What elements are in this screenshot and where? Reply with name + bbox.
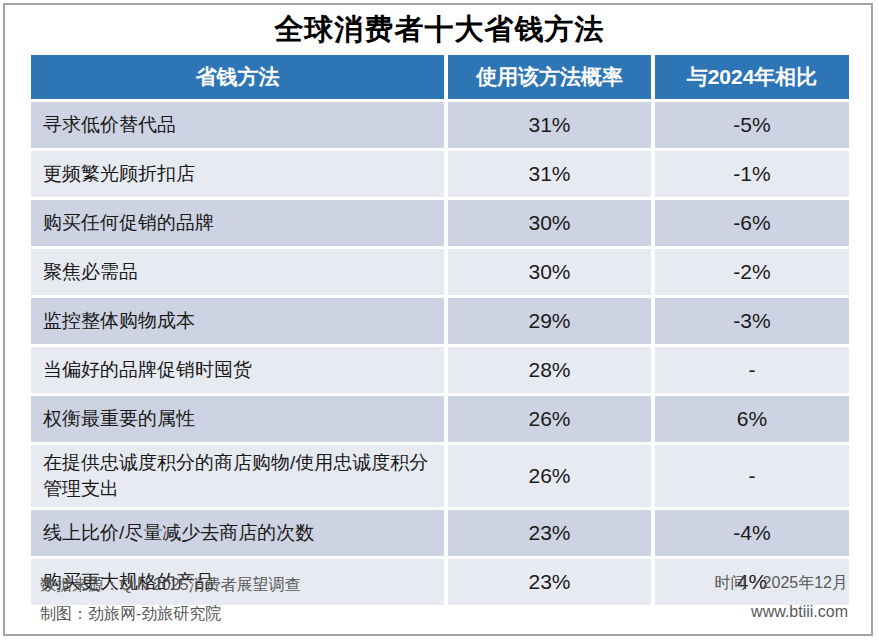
website-text: www.btiii.com bbox=[715, 597, 848, 626]
column-header-vs2024: 与2024年相比 bbox=[655, 55, 849, 99]
vs2024-cell: - bbox=[655, 445, 849, 507]
probability-cell: 26% bbox=[448, 396, 651, 442]
table-row: 线上比价/尽量减少去商店的次数 23% -4% bbox=[31, 510, 849, 556]
data-source-text: 数据来源：QIN 2025消费者展望调查 bbox=[40, 570, 300, 599]
vs2024-cell: -2% bbox=[655, 249, 849, 295]
probability-cell: 30% bbox=[448, 249, 651, 295]
time-text: 时间：2025年12月 bbox=[715, 568, 848, 597]
table-row: 权衡最重要的属性 26% 6% bbox=[31, 396, 849, 442]
vs2024-cell: 6% bbox=[655, 396, 849, 442]
table-row: 当偏好的品牌促销时囤货 28% - bbox=[31, 347, 849, 393]
vs2024-cell: -5% bbox=[655, 102, 849, 148]
probability-cell: 31% bbox=[448, 102, 651, 148]
column-header-method: 省钱方法 bbox=[31, 55, 444, 99]
footer-meta-block: 时间：2025年12月 www.btiii.com bbox=[715, 568, 848, 626]
vs2024-cell: -4% bbox=[655, 510, 849, 556]
vs2024-cell: -1% bbox=[655, 151, 849, 197]
method-cell: 在提供忠诚度积分的商店购物/使用忠诚度积分管理支出 bbox=[31, 445, 444, 507]
probability-cell: 31% bbox=[448, 151, 651, 197]
probability-cell: 26% bbox=[448, 445, 651, 507]
probability-cell: 23% bbox=[448, 559, 651, 605]
method-cell: 当偏好的品牌促销时囤货 bbox=[31, 347, 444, 393]
savings-methods-table: 省钱方法 使用该方法概率 与2024年相比 寻求低价替代品 31% -5% 更频… bbox=[31, 55, 849, 608]
table-row: 寻求低价替代品 31% -5% bbox=[31, 102, 849, 148]
method-cell: 线上比价/尽量减少去商店的次数 bbox=[31, 510, 444, 556]
vs2024-cell: -3% bbox=[655, 298, 849, 344]
page-title: 全球消费者十大省钱方法 bbox=[0, 10, 879, 50]
probability-cell: 28% bbox=[448, 347, 651, 393]
table-row: 聚焦必需品 30% -2% bbox=[31, 249, 849, 295]
table-row: 购买任何促销的品牌 30% -6% bbox=[31, 200, 849, 246]
vs2024-cell: -6% bbox=[655, 200, 849, 246]
table-row: 更频繁光顾折扣店 31% -1% bbox=[31, 151, 849, 197]
table-row: 监控整体购物成本 29% -3% bbox=[31, 298, 849, 344]
method-cell: 购买任何促销的品牌 bbox=[31, 200, 444, 246]
method-cell: 聚焦必需品 bbox=[31, 249, 444, 295]
method-cell: 更频繁光顾折扣店 bbox=[31, 151, 444, 197]
footer-source-block: 数据来源：QIN 2025消费者展望调查 制图：劲旅网-劲旅研究院 bbox=[40, 570, 300, 628]
infographic-canvas: 全球消费者十大省钱方法 省钱方法 使用该方法概率 与2024年相比 寻求低价替代… bbox=[0, 0, 879, 642]
probability-cell: 23% bbox=[448, 510, 651, 556]
probability-cell: 29% bbox=[448, 298, 651, 344]
credit-text: 制图：劲旅网-劲旅研究院 bbox=[40, 599, 300, 628]
method-cell: 监控整体购物成本 bbox=[31, 298, 444, 344]
vs2024-cell: - bbox=[655, 347, 849, 393]
method-cell: 寻求低价替代品 bbox=[31, 102, 444, 148]
column-header-probability: 使用该方法概率 bbox=[448, 55, 651, 99]
method-cell: 权衡最重要的属性 bbox=[31, 396, 444, 442]
probability-cell: 30% bbox=[448, 200, 651, 246]
table-header-row: 省钱方法 使用该方法概率 与2024年相比 bbox=[31, 55, 849, 99]
table-row: 在提供忠诚度积分的商店购物/使用忠诚度积分管理支出 26% - bbox=[31, 445, 849, 507]
